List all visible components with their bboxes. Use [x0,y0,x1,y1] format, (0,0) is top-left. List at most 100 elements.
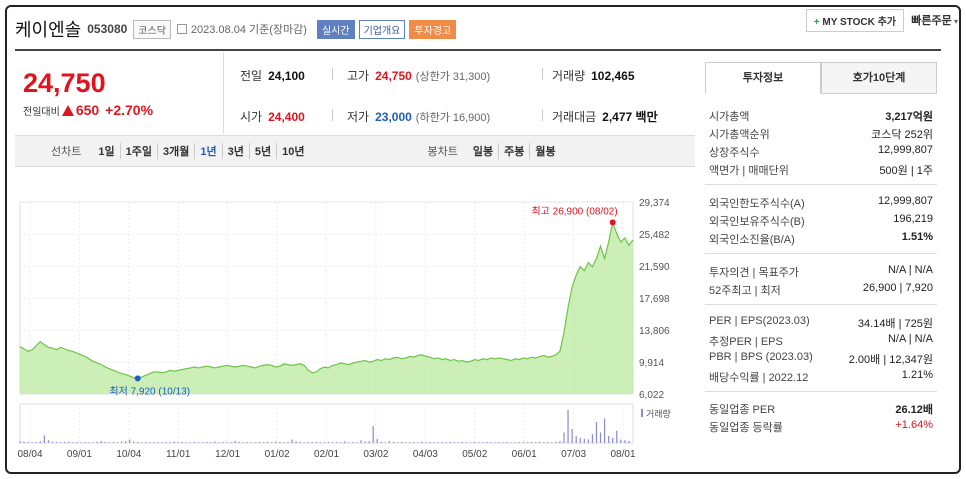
mystock-button[interactable]: + MY STOCK 추가 [805,9,904,32]
volume-bar [331,442,334,443]
x-tick-label: 03/02 [363,449,388,460]
stat-value: 102,465 [591,69,635,83]
overview-button[interactable]: 기업개요 [358,19,406,39]
volume-bar [108,442,110,443]
period-3y[interactable]: 3년 [221,143,249,159]
stat-sub: (상한가 31,300) [415,71,491,83]
label: 배당수익률 | 2022.12 [709,372,809,384]
volume-bar [157,441,159,443]
label: 상장주식수 [709,147,760,159]
volume-bar [465,442,468,443]
volume-bar [198,442,200,443]
stock-code: 053080 [87,22,128,36]
volume-bar [344,441,346,443]
volume-bar [417,442,419,443]
volume-bar [425,442,427,443]
tab-order-book[interactable]: 호가10단계 [821,62,937,94]
candle-monthly[interactable]: 월봉 [529,143,560,159]
period-1w[interactable]: 1주일 [119,143,157,159]
volume-bar [92,442,94,443]
label: 추정PER | EPS [709,336,783,348]
volume-bar [571,429,573,443]
volume-bar [364,441,366,443]
volume-bar [348,442,350,443]
x-tick-label: 12/01 [215,449,240,460]
volume-bar [587,439,589,443]
candle-weekly[interactable]: 주봉 [498,143,529,159]
x-tick-label: 07/03 [561,449,586,460]
plus-icon: + [813,17,823,28]
period-3m[interactable]: 3개월 [156,143,194,159]
volume-bar [193,441,196,443]
stat-open: 시가 24,400 [240,108,305,125]
realtime-button[interactable]: 실시간 [316,19,355,39]
volume-bar [579,437,581,443]
volume-bar [478,442,480,443]
volume-bar [51,441,54,443]
volume-bar [88,442,90,443]
low-marker [134,375,141,382]
volume-bar [388,440,391,443]
volume-bar [392,441,395,443]
value: 500원 | 1주 [879,165,933,177]
value: N/A | N/A [887,333,933,345]
y-tick-label: 25,482 [639,230,670,241]
label: 액면가 | 매매단위 [709,165,789,177]
period-5y[interactable]: 5년 [248,143,276,159]
volume-bar [599,432,602,443]
candle-daily[interactable]: 일봉 [472,146,494,158]
low-label: 최저 7,920 (10/13) [109,385,190,397]
quick-order-button[interactable]: 빠른주문 ▾ [911,12,958,28]
row-sector-change[interactable]: 동일업종 등락률 +1.64% [709,419,933,435]
volume-bar [522,442,524,443]
period-1d[interactable]: 1일 [98,146,115,158]
value: 12,999,807 [877,144,933,156]
divider [705,253,937,254]
volume-bar [624,440,626,443]
volume-bar [551,442,553,443]
row-market-cap-rank[interactable]: 시가총액순위 코스닥 252위 [709,126,933,142]
row-per: PER | EPS(2023.03) 34.14배 | 725원 [709,315,933,331]
row-sector-per[interactable]: 동일업종 PER 26.12배 [709,401,933,417]
stat-high: 고가 24,750 (상한가 31,300) [347,67,490,84]
volume-bar [336,441,338,443]
volume-bar [250,442,252,443]
stat-prev: 전일 24,100 [240,67,305,84]
period-1y[interactable]: 1년 [194,143,221,159]
price-line [19,220,634,380]
volume-bar [283,442,285,443]
y-tick-label: 21,590 [639,262,670,273]
volume-bar [352,441,354,443]
row-52week: 52주최고 | 최저 26,900 | 7,920 [709,282,933,298]
volume-bar [327,441,330,443]
stat-sub: (하한가 16,900) [415,112,491,124]
value: 26.12배 [895,404,933,416]
volume-bar [368,441,370,443]
warning-badge[interactable]: 투자경고 [409,19,457,39]
row-foreign-hold: 외국인보유주식수(B) 196,219 [709,213,933,229]
up-triangle-icon [61,104,74,116]
period-10y[interactable]: 10년 [276,143,309,159]
price-chart[interactable]: 29,374 25,482 21,590 17,698 13,806 9,914 6,022… [15,168,695,468]
volume-bar [76,441,78,443]
row-shares: 상장주식수 12,999,807 [709,144,933,160]
volume-bar [214,441,216,443]
volume-bar [612,437,614,443]
x-tick-label: 10/04 [116,449,141,460]
volume-bar [120,441,123,443]
volume-bar [441,441,443,443]
volume-bar [173,441,175,443]
volume-bar [279,441,281,443]
tab-investment-info[interactable]: 투자정보 [705,62,821,94]
high-marker [609,219,616,226]
divider [705,304,937,305]
volume-bar [433,442,435,443]
volume-bar [133,441,135,443]
stat-low: 저가 23,000 (하한가 16,900) [347,108,490,125]
volume-bar [437,442,439,443]
company-name[interactable]: 케이엔솔 [15,20,82,41]
volume-bar [64,441,66,443]
volume-bar [360,440,362,443]
y-tick-label: 17,698 [639,294,670,305]
volume-bar [482,442,484,443]
